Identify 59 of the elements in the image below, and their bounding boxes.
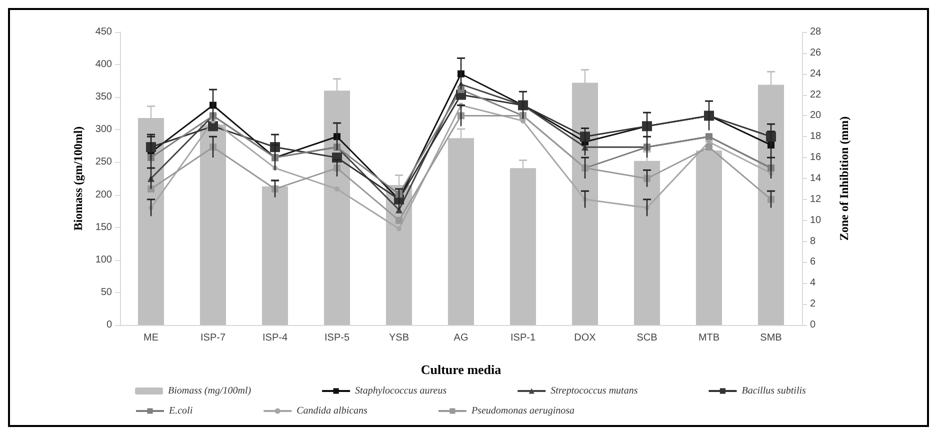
y2-tick-label: 20: [810, 110, 822, 122]
y-tick-label: 150: [95, 222, 112, 233]
y2-tick-label: 16: [810, 152, 822, 164]
x-tick-label: ISP-7: [200, 332, 226, 344]
x-tick-label: ME: [144, 332, 159, 344]
y-axis-title: Biomass (gm/100ml): [71, 126, 85, 231]
y2-axis-title: Zone of Inhibition (mm): [837, 116, 851, 241]
y2-tick-label: 18: [810, 131, 822, 142]
point: [458, 86, 464, 94]
bar: [696, 150, 722, 325]
y2-tick-label: 24: [810, 68, 822, 80]
x-tick-label: ISP-4: [262, 332, 288, 344]
y2-tick-label: 22: [810, 89, 822, 100]
y2-tick-label: 0: [810, 320, 816, 330]
y-tick-label: 300: [95, 124, 112, 136]
bar: [634, 160, 660, 325]
x-tick-label: ISP-1: [510, 332, 536, 344]
y2-tick-label: 28: [810, 26, 822, 38]
y-tick-label: 250: [95, 156, 112, 168]
y2-tick-label: 14: [810, 173, 822, 184]
legend-label: Bacillus subtilis: [742, 386, 806, 396]
x-tick-label: SMB: [760, 332, 782, 344]
x-tick-label: AG: [454, 332, 468, 344]
y2-tick-label: 6: [810, 256, 816, 268]
legend-label: E.coli: [168, 406, 193, 416]
point: [148, 185, 154, 192]
point: [208, 121, 218, 132]
y-tick-label: 450: [95, 26, 112, 38]
y2-tick-label: 4: [810, 278, 816, 289]
bar: [262, 186, 288, 325]
x-tick-label: SCB: [636, 332, 658, 344]
y2-tick-label: 2: [810, 298, 816, 310]
x-tick-label: DOX: [574, 332, 596, 344]
x-tick-label: YSB: [388, 332, 410, 344]
y-tick-label: 400: [95, 59, 112, 70]
y2-tick-label: 12: [810, 194, 822, 205]
point: [396, 216, 402, 224]
y2-tick-label: 8: [810, 236, 816, 247]
y2-tick-label: 26: [810, 47, 822, 58]
x-axis-title: Culture media: [420, 362, 502, 377]
legend-label: Staphylococcus aureus: [355, 386, 447, 396]
x-tick-label: MTB: [698, 332, 720, 344]
point: [396, 226, 402, 232]
y2-tick-label: 10: [810, 214, 822, 226]
legend-label: Streptococcus mutans: [550, 386, 638, 396]
y-tick-label: 100: [95, 254, 112, 266]
y-tick-label: 50: [100, 286, 112, 298]
point: [146, 142, 156, 152]
x-tick-label: ISP-5: [324, 332, 350, 344]
bar: [200, 124, 226, 325]
legend-label: Candida albicans: [296, 406, 368, 416]
point: [334, 186, 340, 192]
y-tick-label: 0: [106, 320, 112, 330]
point: [580, 132, 590, 142]
point: [706, 144, 712, 151]
y-tick-label: 200: [95, 189, 112, 200]
legend-label: Biomass (mg/100ml): [168, 386, 252, 396]
y-tick-label: 350: [95, 92, 112, 103]
legend-label: Pseudomonas aeruginosa: [470, 406, 574, 416]
